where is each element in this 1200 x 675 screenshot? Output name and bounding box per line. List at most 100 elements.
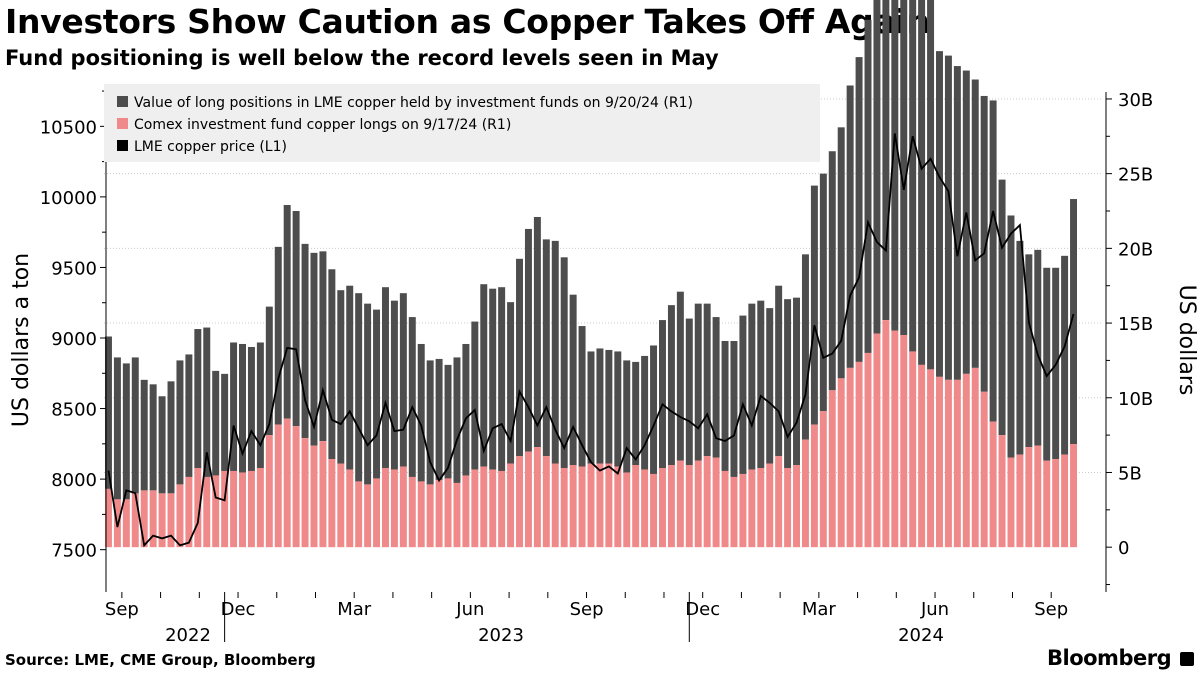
lme-bar-13	[221, 373, 229, 471]
lme-bar-36	[426, 360, 434, 485]
lme-bar-44	[498, 287, 506, 471]
source-note: Source: LME, CME Group, Bloomberg	[5, 651, 316, 669]
lme-bar-17	[256, 342, 264, 468]
comex-bar-102	[1016, 454, 1024, 548]
lme-bar-2	[122, 363, 130, 500]
comex-bar-85	[864, 352, 872, 548]
chart-subtitle: Fund positioning is well below the recor…	[5, 46, 719, 70]
lme-bar-71	[739, 315, 747, 474]
lme-bar-76	[784, 299, 792, 468]
lme-bar-72	[748, 303, 756, 470]
lme-bar-47	[524, 228, 532, 452]
comex-bar-94	[944, 379, 952, 548]
lme-bar-21	[292, 211, 300, 427]
comex-bar-0	[104, 488, 112, 548]
legend-swatch-comex	[117, 118, 128, 129]
lme-bar-82	[837, 127, 845, 379]
lme-bar-101	[1007, 215, 1015, 458]
x-year-label-2022: 2022	[165, 625, 211, 646]
lme-bar-12	[212, 370, 220, 476]
comex-bar-23	[310, 445, 318, 548]
comex-bar-14	[230, 470, 238, 548]
comex-bar-6	[158, 493, 166, 548]
comex-bar-47	[524, 451, 532, 548]
lme-bar-55	[596, 348, 604, 464]
x-year-label-2023: 2023	[478, 625, 524, 646]
lme-bar-26	[337, 290, 345, 464]
comex-bar-12	[212, 475, 220, 548]
comex-bar-80	[819, 411, 827, 548]
lme-bar-102	[1016, 240, 1024, 455]
right-axis-title: US dollars	[1174, 285, 1199, 396]
lme-bar-85	[864, 19, 872, 353]
lme-bar-33	[399, 293, 407, 467]
comex-bar-52	[569, 465, 577, 548]
lme-bar-45	[507, 302, 515, 464]
lme-bar-56	[605, 349, 613, 464]
comex-bar-97	[971, 367, 979, 548]
comex-bar-87	[882, 320, 890, 548]
lme-bar-43	[489, 288, 497, 470]
comex-bar-64	[676, 460, 684, 548]
comex-bar-84	[855, 361, 863, 548]
comex-bar-36	[426, 484, 434, 548]
lme-bar-73	[757, 300, 765, 468]
comex-bar-41	[471, 469, 479, 548]
chart-title: Investors Show Caution as Copper Takes O…	[5, 2, 930, 41]
bloomberg-logo: Bloomberg	[1047, 646, 1172, 670]
lme-bar-92	[927, 0, 935, 370]
lme-bar-25	[328, 269, 336, 460]
comex-bar-32	[390, 469, 398, 548]
comex-bar-56	[605, 463, 613, 548]
lme-bar-24	[319, 251, 327, 442]
lme-bar-20	[283, 205, 291, 419]
lme-bar-63	[667, 305, 675, 465]
lme-bar-105	[1043, 267, 1051, 461]
lme-bar-14	[230, 342, 238, 471]
comex-bar-86	[873, 333, 881, 548]
lme-bar-75	[775, 285, 783, 457]
lme-bar-59	[632, 361, 640, 465]
comex-bar-40	[462, 475, 470, 548]
lme-bar-16	[247, 346, 255, 471]
comex-bar-42	[480, 466, 488, 548]
lme-bar-98	[980, 95, 988, 392]
comex-bar-34	[408, 476, 416, 548]
comex-bar-33	[399, 466, 407, 548]
lme-bar-39	[453, 357, 461, 483]
x-month-label-2: Mar	[337, 599, 372, 620]
lme-bar-6	[158, 396, 166, 494]
comex-bar-25	[328, 459, 336, 548]
lme-bar-95	[953, 66, 961, 380]
comex-bar-10	[194, 467, 202, 548]
comex-bar-72	[748, 469, 756, 548]
lme-bar-70	[730, 340, 738, 477]
x-month-label-6: Mar	[802, 599, 837, 620]
lme-bar-90	[909, 0, 917, 352]
lme-bar-83	[846, 85, 854, 368]
comex-bar-99	[989, 421, 997, 548]
lme-bar-0	[104, 336, 112, 489]
comex-bar-4	[140, 490, 148, 548]
comex-bar-58	[623, 472, 631, 548]
comex-bar-81	[828, 390, 836, 548]
comex-bar-106	[1052, 459, 1060, 548]
lme-bar-86	[873, 0, 881, 334]
lme-bar-32	[390, 300, 398, 470]
comex-bar-2	[122, 499, 130, 548]
lme-bar-99	[989, 100, 997, 422]
lme-bar-107	[1061, 255, 1069, 455]
comex-bar-74	[766, 463, 774, 548]
comex-bar-29	[364, 484, 372, 548]
comex-bar-3	[131, 493, 139, 548]
legend-label-lme: Value of long positions in LME copper he…	[134, 95, 693, 111]
lme-bar-10	[194, 329, 202, 468]
comex-bar-15	[239, 472, 246, 548]
lme-bar-19	[274, 246, 282, 425]
comex-bar-90	[909, 351, 917, 548]
comex-bar-92	[927, 369, 935, 548]
comex-bar-5	[149, 490, 157, 548]
left-tick-label-10000: 10000	[40, 188, 97, 209]
comex-bar-45	[507, 463, 515, 548]
lme-bar-108	[1070, 199, 1078, 445]
